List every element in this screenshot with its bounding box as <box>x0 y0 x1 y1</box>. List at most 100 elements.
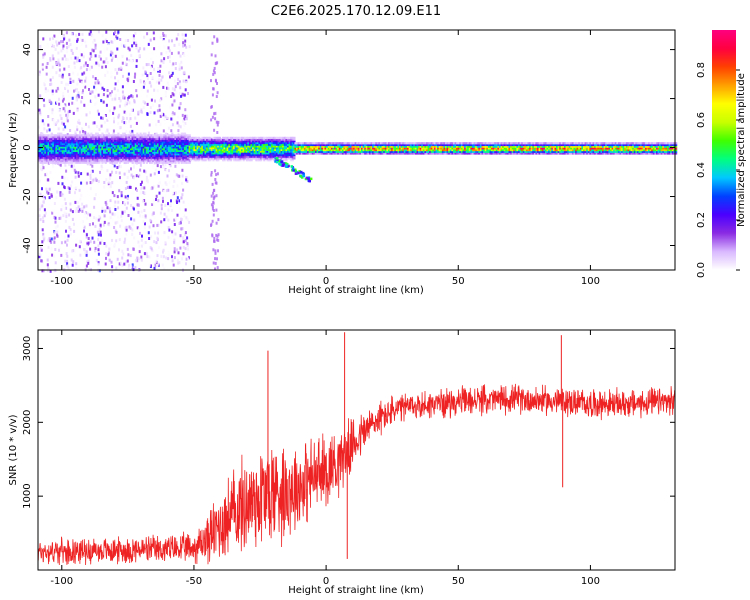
heatmap-cell <box>311 142 314 145</box>
heatmap-cell <box>356 145 359 148</box>
heatmap-cell <box>178 261 181 265</box>
heatmap-cell <box>57 58 60 62</box>
heatmap-cell <box>335 147 338 150</box>
heatmap-cell <box>241 145 244 148</box>
heatmap-cell <box>160 139 163 142</box>
heatmap-cell <box>174 153 177 156</box>
heatmap-cell <box>152 149 155 152</box>
heatmap-cell <box>82 89 84 93</box>
heatmap-cell <box>95 139 98 142</box>
heatmap-cell <box>41 67 44 71</box>
heatmap-cell <box>115 156 118 159</box>
heatmap-cell <box>137 136 141 139</box>
heatmap-cell <box>126 139 129 142</box>
heatmap-cell <box>137 156 141 159</box>
heatmap-cell <box>176 121 179 125</box>
heatmap-cell <box>113 87 116 91</box>
heatmap-cell <box>53 156 57 159</box>
heatmap-cell <box>61 182 64 186</box>
heatmap-cell <box>342 147 345 150</box>
heatmap-cell <box>177 261 180 265</box>
heatmap-cell <box>226 150 229 153</box>
heatmap-cell <box>256 159 260 162</box>
heatmap-cell <box>242 150 245 153</box>
heatmap-cell <box>223 155 226 158</box>
heatmap-cell <box>187 156 190 159</box>
heatmap-cell <box>65 154 68 158</box>
heatmap-cell <box>109 154 112 158</box>
heatmap-cell <box>324 145 327 148</box>
heatmap-cell <box>183 156 187 159</box>
heatmap-cell <box>88 149 91 152</box>
heatmap-cell <box>68 154 71 158</box>
heatmap-cell <box>394 142 397 145</box>
heatmap-cell <box>90 156 93 159</box>
heatmap-cell <box>72 153 76 156</box>
heatmap-cell <box>165 169 168 172</box>
heatmap-cell <box>159 224 162 228</box>
heatmap-cell <box>141 142 144 146</box>
heatmap-cell <box>191 145 194 148</box>
heatmap-cell <box>88 142 91 146</box>
heatmap-cell <box>45 156 49 159</box>
heatmap-cell <box>121 119 124 123</box>
heatmap-cell <box>138 257 141 261</box>
heatmap-cell <box>53 149 57 152</box>
heatmap-cell <box>104 130 107 134</box>
heatmap-cell <box>122 156 125 159</box>
heatmap-cell <box>193 140 196 143</box>
heatmap-cell <box>308 142 311 145</box>
heatmap-cell <box>153 37 156 41</box>
heatmap-cell <box>275 138 279 141</box>
heatmap-cell <box>153 149 156 152</box>
heatmap-cell <box>79 37 82 41</box>
heatmap-cell <box>153 142 156 146</box>
heatmap-cell <box>53 154 57 158</box>
heatmap-cell <box>149 156 152 159</box>
heatmap-cell <box>319 143 322 147</box>
heatmap-cell <box>383 142 386 145</box>
heatmap-cell <box>260 136 263 139</box>
heatmap-cell <box>61 160 64 163</box>
heatmap-cell <box>110 207 113 211</box>
heatmap-cell <box>136 256 139 260</box>
heatmap-cell <box>117 151 120 154</box>
heatmap-cell <box>118 153 122 156</box>
heatmap-cell <box>179 151 182 154</box>
heatmap-cell <box>72 144 76 147</box>
heatmap-cell <box>441 149 445 152</box>
heatmap-cell <box>150 187 153 191</box>
heatmap-cell <box>114 54 117 58</box>
heatmap-cell <box>76 160 79 163</box>
heatmap-cell <box>90 170 93 174</box>
heatmap-cell <box>163 57 166 61</box>
heatmap-cell <box>95 63 98 67</box>
heatmap-cell <box>234 150 237 153</box>
heatmap-cell <box>44 139 47 142</box>
heatmap-cell <box>151 76 154 80</box>
heatmap-cell <box>241 148 244 151</box>
heatmap-cell <box>435 145 438 148</box>
heatmap-cell <box>118 154 122 158</box>
heatmap-cell <box>107 136 110 139</box>
heatmap-cell <box>260 141 263 145</box>
heatmap-cell <box>166 161 169 164</box>
heatmap-cell <box>176 146 179 149</box>
heatmap-cell <box>195 136 198 139</box>
heatmap-cell <box>324 147 327 150</box>
heatmap-cell <box>225 141 228 145</box>
heatmap-cell <box>60 49 63 53</box>
heatmap-cell <box>287 155 290 158</box>
heatmap-cell <box>49 83 52 86</box>
heatmap-cell <box>177 148 180 151</box>
heatmap-cell <box>55 71 58 75</box>
heatmap-cell <box>93 161 96 164</box>
heatmap-cell <box>113 226 116 229</box>
heatmap-cell <box>68 146 71 149</box>
heatmap-cell <box>282 153 285 157</box>
heatmap-cell <box>357 150 360 153</box>
heatmap-cell <box>122 146 125 149</box>
heatmap-cell <box>136 153 139 156</box>
heatmap-cell <box>288 141 291 145</box>
heatmap-cell <box>74 156 77 159</box>
